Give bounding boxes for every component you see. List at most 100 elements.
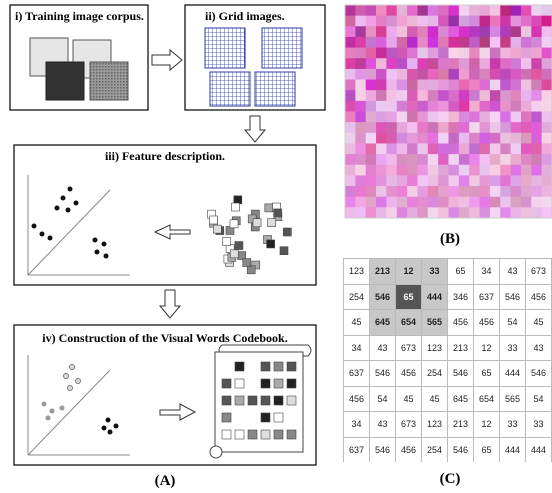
mosaic-tile [366, 197, 377, 208]
caption: (B) [440, 231, 460, 247]
mosaic-tile [511, 154, 522, 165]
mosaic-tile [531, 90, 542, 101]
mosaic-tile [500, 37, 511, 48]
mosaic-tile [469, 122, 480, 133]
mosaic-tile [490, 5, 501, 16]
mosaic-tile [469, 197, 480, 208]
mosaic-tile [480, 90, 491, 101]
mosaic-tile [438, 69, 449, 80]
mosaic-tile [345, 90, 356, 101]
mosaic-tile [511, 80, 522, 91]
mosaic-tile [438, 175, 449, 186]
caption: (C) [440, 471, 461, 487]
mosaic-tile [480, 186, 491, 197]
mosaic-tile [386, 101, 397, 112]
mosaic-tile [449, 165, 460, 176]
mosaic-tile [438, 101, 449, 112]
mosaic-tile [500, 58, 511, 69]
mosaic-tile [469, 90, 480, 101]
mosaic-tile [449, 207, 460, 218]
mosaic-tile [355, 143, 366, 154]
table-cell: 637 [474, 284, 500, 310]
mosaic-tile [469, 101, 480, 112]
table-cell: 12 [396, 259, 422, 285]
mosaic-tile [386, 207, 397, 218]
table-cell: 546 [500, 284, 526, 310]
mosaic-tile [366, 5, 377, 16]
mosaic-tile [417, 122, 428, 133]
mosaic-tile [511, 186, 522, 197]
mosaic-tile [438, 207, 449, 218]
mosaic-tile [397, 143, 408, 154]
mosaic-tile [386, 186, 397, 197]
mosaic-tile [438, 165, 449, 176]
mosaic-tile [449, 16, 460, 27]
mosaic-tile [469, 48, 480, 59]
mosaic-tile [531, 69, 542, 80]
panel-codebook: iv) Construction of the Visual Words Cod… [14, 325, 316, 465]
mosaic-tile [469, 80, 480, 91]
panel-title: iii) Feature description. [105, 149, 225, 163]
mosaic-tile [345, 16, 356, 27]
codeword-square [261, 396, 270, 405]
arrow [160, 290, 180, 318]
mosaic-tile [386, 165, 397, 176]
mosaic-tile [366, 69, 377, 80]
mosaic-tile [459, 186, 470, 197]
mosaic-tile [355, 133, 366, 144]
mosaic-tile [438, 133, 449, 144]
table-cell: 65 [396, 284, 422, 310]
mosaic-tile [500, 90, 511, 101]
feature-square [222, 237, 230, 245]
mosaic-tile [480, 5, 491, 16]
mosaic-tile [417, 69, 428, 80]
mosaic-tile [355, 197, 366, 208]
mosaic-tile [366, 122, 377, 133]
codeword-square [274, 362, 283, 371]
mosaic-tile [376, 48, 387, 59]
mosaic-tile [449, 122, 460, 133]
codeword-square [287, 396, 296, 405]
table-cell: 34 [344, 335, 370, 361]
mosaic-tile [521, 69, 532, 80]
mosaic-tile [469, 5, 480, 16]
mosaic-tile [469, 175, 480, 186]
mosaic-tile [366, 165, 377, 176]
feature-square [230, 250, 238, 258]
table-cell: 565 [422, 310, 448, 336]
mosaic-tile [438, 48, 449, 59]
mosaic-tile [449, 101, 460, 112]
table-cell: 12 [474, 412, 500, 438]
mosaic-tile [345, 5, 356, 16]
mosaic-tile [500, 197, 511, 208]
mosaic-tile [480, 175, 491, 186]
mosaic-tile [397, 112, 408, 123]
feature-square [274, 209, 282, 217]
mosaic-tile [397, 186, 408, 197]
mosaic-tile [428, 122, 439, 133]
mosaic-tile [417, 37, 428, 48]
mosaic-tile [345, 133, 356, 144]
mosaic-tile [376, 133, 387, 144]
table-cell: 33 [526, 412, 552, 438]
mosaic-tile [428, 154, 439, 165]
mosaic-tile [366, 186, 377, 197]
mosaic-tile [449, 143, 460, 154]
mosaic-tile [521, 133, 532, 144]
table-cell: 546 [370, 284, 396, 310]
mosaic-tile [490, 90, 501, 101]
table-cell: 123 [422, 335, 448, 361]
mosaic-tile [469, 37, 480, 48]
mosaic-tile [531, 16, 542, 27]
mosaic-tile [428, 48, 439, 59]
mosaic-tile [490, 133, 501, 144]
mosaic-tile [366, 175, 377, 186]
mosaic-tile [490, 80, 501, 91]
table-cell: 444 [422, 284, 448, 310]
codeword-square [287, 430, 296, 439]
mosaic-tile [480, 143, 491, 154]
mosaic-tile [459, 197, 470, 208]
mosaic-tile [355, 5, 366, 16]
mosaic-tile [531, 101, 542, 112]
